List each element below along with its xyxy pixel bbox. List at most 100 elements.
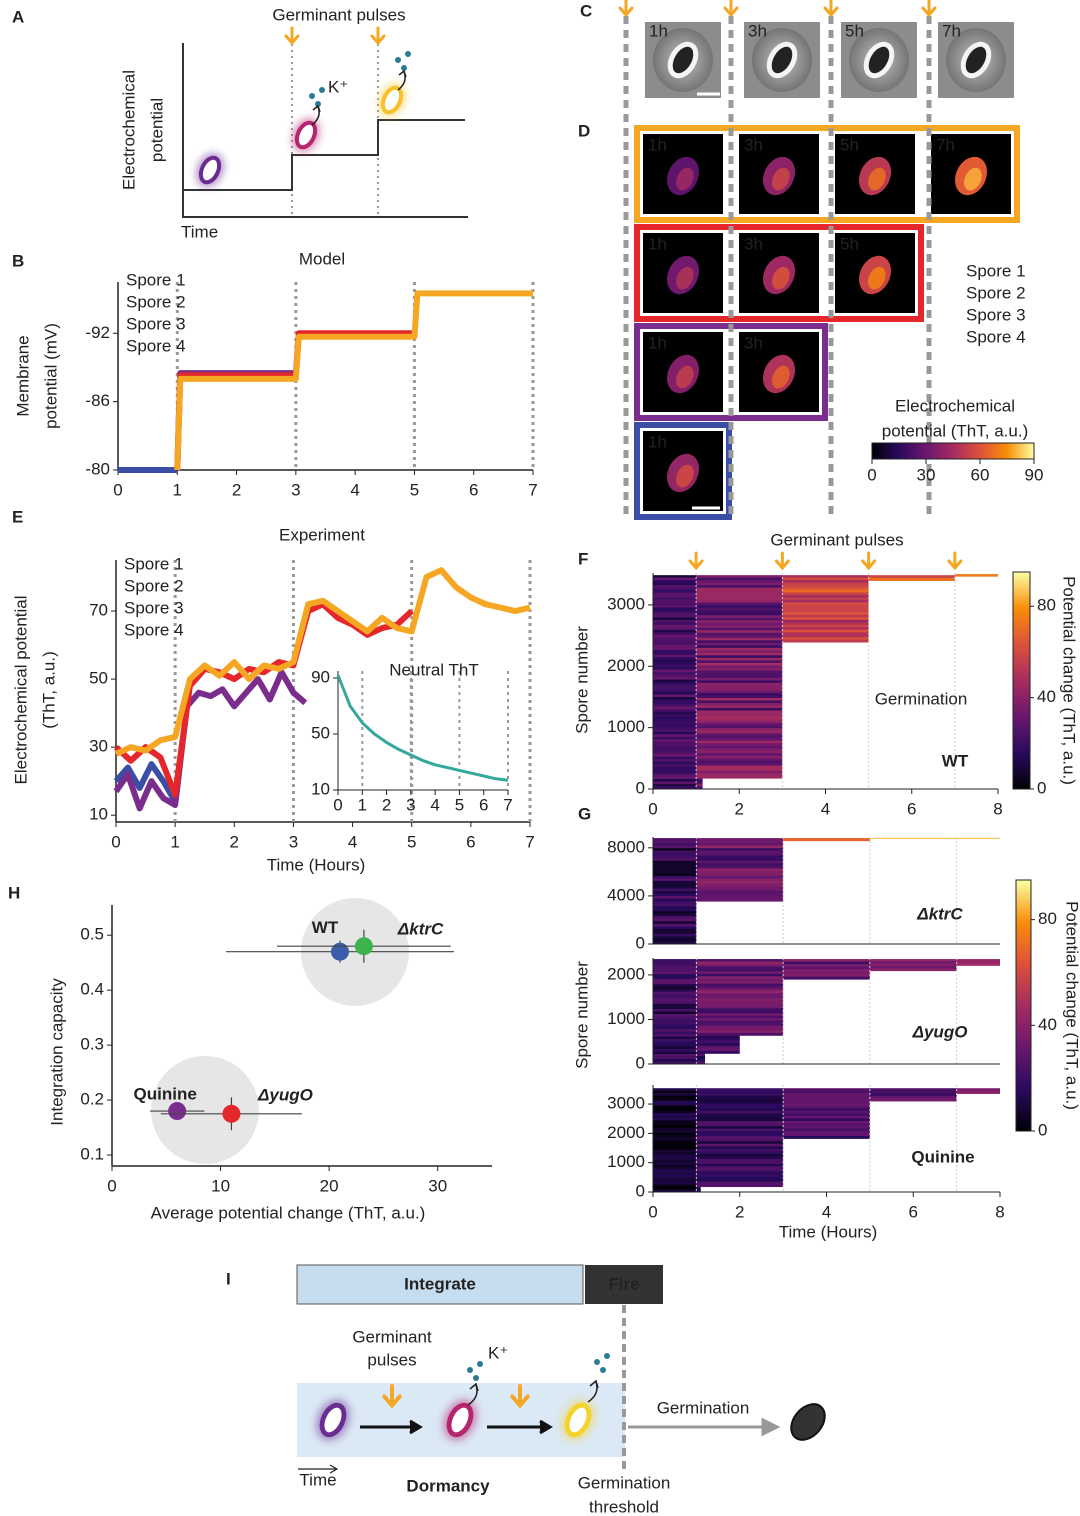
heatmap-row bbox=[696, 853, 784, 857]
x-axis-label: Time bbox=[181, 222, 218, 241]
heatmap-row bbox=[653, 1098, 697, 1101]
heatmap-row bbox=[696, 1093, 784, 1097]
heatmap-row bbox=[783, 1115, 870, 1119]
heatmap-row bbox=[696, 873, 784, 877]
heatmap-row bbox=[653, 853, 697, 857]
heatmap-row bbox=[696, 1189, 701, 1193]
x-tick-label: 2 bbox=[232, 480, 241, 499]
heatmap-row bbox=[696, 1163, 784, 1167]
legend-entry: Spore 3 bbox=[966, 305, 1026, 324]
heatmap-row bbox=[782, 575, 869, 579]
heatmap-row bbox=[653, 734, 697, 738]
heatmap-row bbox=[696, 1141, 784, 1145]
heatmap-row bbox=[653, 577, 697, 581]
row-frame bbox=[634, 224, 924, 322]
heatmap-row bbox=[653, 903, 697, 907]
heatmap-row bbox=[653, 1167, 697, 1171]
spore bbox=[198, 155, 222, 185]
pulses-label: pulses bbox=[367, 1350, 416, 1369]
heatmap-row bbox=[653, 848, 697, 852]
x-tick-label: 6 bbox=[907, 799, 916, 818]
heatmap-row bbox=[696, 620, 783, 624]
heatmap-row bbox=[696, 875, 784, 879]
heatmap-row bbox=[696, 622, 783, 626]
heatmap-row bbox=[653, 896, 697, 900]
heatmap-row bbox=[696, 680, 783, 684]
y-tick-label: 2000 bbox=[607, 964, 645, 983]
heatmap-row bbox=[696, 617, 783, 621]
y-tick-label: 3000 bbox=[607, 594, 645, 613]
heatmap-row bbox=[653, 923, 697, 927]
colorbar-tick-label: 80 bbox=[1038, 909, 1057, 928]
heatmap-row bbox=[653, 1162, 697, 1166]
heatmap-row bbox=[782, 577, 869, 581]
heatmap-row bbox=[653, 682, 697, 685]
heatmap-row bbox=[653, 1115, 697, 1119]
heatmap-row bbox=[653, 850, 697, 854]
heatmap-row bbox=[696, 1168, 784, 1172]
colorbar-title: potential (ThT, a.u.) bbox=[882, 421, 1028, 440]
heatmap-row bbox=[696, 1179, 784, 1183]
heatmap-row bbox=[653, 1154, 697, 1158]
heatmap-row bbox=[869, 1098, 957, 1102]
heatmap-row bbox=[653, 1187, 697, 1190]
x-tick-label: 1 bbox=[173, 480, 182, 499]
heatmap-row bbox=[653, 642, 697, 646]
heatmap-row bbox=[782, 580, 869, 583]
x-tick-label: 6 bbox=[909, 1202, 918, 1221]
heatmap-row bbox=[653, 921, 697, 925]
heatmap-row bbox=[696, 1010, 784, 1014]
heatmap-row bbox=[696, 607, 783, 611]
heatmap-row bbox=[653, 779, 697, 782]
ion bbox=[477, 1361, 483, 1367]
heatmap-row bbox=[653, 1103, 697, 1106]
heatmap-row bbox=[696, 642, 783, 646]
heatmap-row bbox=[653, 672, 697, 676]
y-tick-label: -92 bbox=[85, 323, 110, 342]
time-arrow bbox=[298, 1464, 339, 1474]
heatmap-row bbox=[783, 1090, 870, 1094]
heatmap-row bbox=[696, 577, 783, 581]
colorbar-tick-label: 40 bbox=[1038, 1015, 1057, 1034]
heatmap-row bbox=[696, 770, 783, 774]
colorbar-title: Electrochemical bbox=[895, 396, 1015, 415]
heatmap-row bbox=[653, 1056, 697, 1060]
heatmap-row bbox=[653, 870, 697, 874]
heatmap-row bbox=[696, 1131, 784, 1135]
heatmap-row bbox=[696, 660, 783, 664]
heatmap-row bbox=[696, 705, 783, 709]
time-label: 3h bbox=[744, 135, 763, 154]
heatmap-row bbox=[782, 639, 869, 643]
heatmap-row bbox=[696, 1176, 784, 1180]
legend-entry: Spore 1 bbox=[124, 554, 184, 573]
colorbar-tick-label: 0 bbox=[1038, 1120, 1047, 1139]
y-tick-label: 1000 bbox=[607, 717, 645, 736]
time-label: 5h bbox=[840, 234, 859, 253]
heatmap-row bbox=[653, 898, 697, 902]
heatmap-row bbox=[653, 696, 697, 700]
heatmap-row bbox=[783, 1128, 870, 1132]
heatmap-row bbox=[696, 753, 783, 757]
ion bbox=[395, 57, 401, 63]
heatmap-row bbox=[782, 634, 869, 638]
heatmap-row bbox=[782, 614, 869, 618]
heatmap-row bbox=[696, 758, 783, 762]
heatmap-row bbox=[696, 778, 703, 782]
pulse-arrow bbox=[688, 551, 704, 571]
heatmap-row bbox=[653, 1152, 697, 1156]
heatmap-row bbox=[696, 615, 783, 619]
heatmap-row bbox=[653, 592, 697, 596]
y-tick-label: 0.1 bbox=[80, 1144, 104, 1163]
heatmap-row bbox=[696, 703, 783, 706]
heatmap-row bbox=[653, 659, 697, 663]
heatmap-row bbox=[653, 629, 697, 633]
heatmap-row bbox=[653, 888, 697, 892]
heatmap-row bbox=[653, 843, 697, 847]
heatmap-row bbox=[653, 1049, 697, 1052]
heatmap-row bbox=[653, 1019, 697, 1022]
heatmap-row bbox=[783, 1093, 870, 1097]
heatmap-row bbox=[653, 1034, 697, 1037]
x-tick-label: 1 bbox=[358, 795, 367, 814]
heatmap-row bbox=[696, 991, 784, 994]
